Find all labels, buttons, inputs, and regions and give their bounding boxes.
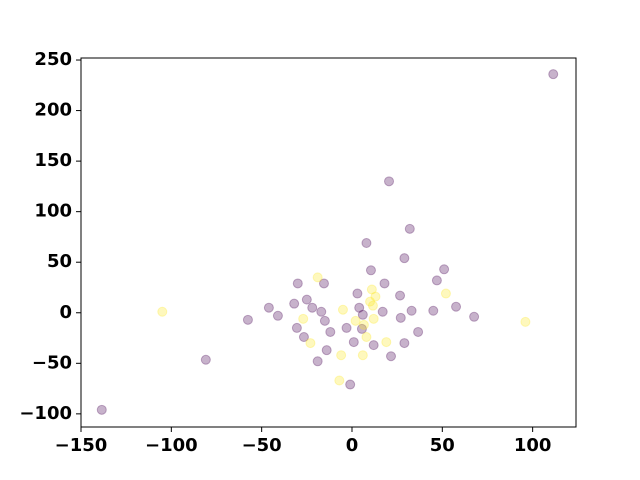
scatter-point: [289, 298, 300, 309]
scatter-point: [337, 304, 348, 315]
x-tick-label: −150: [55, 435, 108, 456]
scatter-point: [413, 326, 424, 337]
scatter-point: [368, 313, 379, 324]
scatter-point: [312, 272, 323, 283]
scatter-point: [242, 314, 253, 325]
scatter-point: [200, 354, 211, 365]
scatter-point: [451, 301, 462, 312]
scatter-point: [384, 176, 395, 187]
scatter-point: [298, 313, 309, 324]
scatter-point: [319, 315, 330, 326]
scatter-point: [354, 302, 365, 313]
scatter-point: [292, 278, 303, 289]
y-tick-label: 0: [59, 302, 72, 323]
scatter-point: [386, 351, 397, 362]
scatter-point: [312, 356, 323, 367]
scatter-point: [157, 306, 168, 317]
scatter-point: [365, 296, 376, 307]
scatter-point: [440, 288, 451, 299]
scatter-point: [341, 322, 352, 333]
y-tick-label: 250: [34, 49, 72, 70]
y-tick-label: −100: [19, 403, 72, 424]
scatter-point: [272, 310, 283, 321]
y-tick-label: −50: [32, 352, 72, 373]
scatter-point: [406, 305, 417, 316]
scatter-point: [345, 379, 356, 390]
scatter-point: [399, 338, 410, 349]
y-tick-label: 50: [47, 251, 72, 272]
scatter-point: [395, 290, 406, 301]
scatter-point: [428, 305, 439, 316]
scatter-point: [301, 294, 312, 305]
y-tick-label: 200: [34, 100, 72, 121]
scatter-point: [399, 253, 410, 264]
scatter-point: [381, 337, 392, 348]
scatter-point: [404, 223, 415, 234]
x-tick-label: −100: [145, 435, 198, 456]
x-tick-label: 50: [430, 435, 455, 456]
scatter-point: [367, 300, 378, 311]
x-tick-label: 100: [514, 435, 552, 456]
scatter-point: [316, 306, 327, 317]
scatter-point: [439, 264, 450, 275]
y-tick-label: 100: [34, 201, 72, 222]
scatter-point: [321, 345, 332, 356]
scatter-point: [348, 337, 359, 348]
scatter-point: [431, 275, 442, 286]
scatter-point: [368, 340, 379, 351]
scatter-point: [263, 302, 274, 313]
x-tick-label: 0: [346, 435, 359, 456]
scatter-point: [395, 312, 406, 323]
scatter-point: [469, 311, 480, 322]
scatter-point: [318, 278, 329, 289]
plot-frame: [80, 57, 577, 428]
scatter-point: [291, 322, 302, 333]
scatter-point: [307, 302, 318, 313]
scatter-point: [361, 332, 372, 343]
scatter-point: [520, 316, 531, 327]
x-tick-label: −50: [242, 435, 282, 456]
scatter-point: [370, 291, 381, 302]
y-tick-label: 150: [34, 150, 72, 171]
scatter-point: [325, 326, 336, 337]
scatter-point: [357, 309, 368, 320]
scatter-point: [361, 238, 372, 249]
scatter-point: [336, 350, 347, 361]
scatter-point: [548, 69, 559, 80]
scatter-point: [350, 315, 361, 326]
scatter-point: [357, 350, 368, 361]
scatter-point: [379, 278, 390, 289]
scatter-point: [365, 265, 376, 276]
scatter-point: [358, 319, 369, 330]
scatter-point: [366, 284, 377, 295]
scatter-point: [305, 338, 316, 349]
scatter-point: [377, 306, 388, 317]
scatter-point: [334, 375, 345, 386]
scatter-point: [352, 288, 363, 299]
scatter-point: [298, 332, 309, 343]
scatter-point: [96, 404, 107, 415]
scatter-point: [356, 323, 367, 334]
